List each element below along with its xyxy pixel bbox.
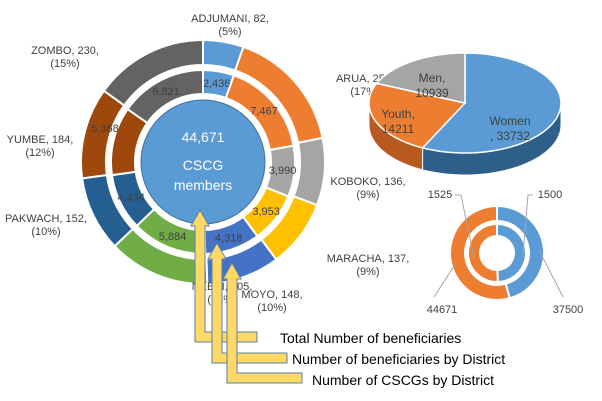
beneficiaries-label-nebbi: 5,884 [159, 231, 187, 243]
center-total: 44,671 [182, 129, 225, 145]
pie-slice-men [375, 52, 466, 104]
beneficiaries-label-koboko: 3,990 [269, 165, 297, 177]
beneficiaries-label-moyo: 4,318 [215, 233, 243, 245]
cscg-segment-zombo [102, 38, 204, 107]
cscg-label-adjumani: ADJUMANI, 82, (5%) [191, 13, 269, 38]
leader-line [433, 262, 457, 298]
pie-slice-youth [368, 82, 467, 149]
small-donut-segment [467, 222, 499, 283]
beneficiaries-label-pakwach: 4,434 [117, 192, 145, 204]
beneficiaries-label-yumbe: 5,368 [91, 123, 119, 135]
leader-line [538, 249, 564, 298]
beneficiaries-label-zombo: 6,821 [152, 86, 180, 98]
small-donut-label-44671: 44671 [427, 304, 458, 316]
cscg-label-zombo: ZOMBO, 230, (15%) [31, 45, 99, 70]
district-donut-chart: ADJUMANI, 82, (5%)ARUA, 251, (17%)KOBOKO, … [5, 13, 409, 314]
leader-line [522, 194, 533, 256]
legend-total: Total Number of beneficiaries [280, 330, 461, 346]
legend-beneficiaries: Number of beneficiaries by District [292, 351, 505, 367]
beneficiaries-label-adjumani: 2,436 [203, 78, 231, 90]
pie-label-men: Men, 10939 [415, 71, 449, 100]
legend-cscgs: Number of CSCGs by District [312, 372, 494, 388]
arrow-beneficiaries [207, 241, 288, 364]
cscg-label-yumbe: YUMBE, 184, (12%) [7, 134, 74, 159]
beneficiaries-segment-zombo [126, 68, 204, 125]
center-label-2: members [174, 177, 232, 193]
cscg-label-maracha: MARACHA, 137, (9%) [327, 253, 410, 278]
legend-arrows [190, 208, 303, 384]
small-donut-chart: 37500 44671 1500 1525 [427, 189, 584, 316]
cscg-label-moyo: MOYO, 148, (10%) [241, 289, 302, 314]
cscg-label-pakwach: PAKWACH, 152, (10%) [5, 213, 87, 238]
arrow-total [190, 208, 258, 343]
cscg-label-koboko: KOBOKO, 136, (9%) [330, 176, 405, 201]
beneficiaries-label-arua: 7,467 [250, 105, 278, 117]
cscg-segment-koboko [292, 136, 326, 207]
small-donut-label-1500: 1500 [538, 189, 562, 201]
small-donut-label-1525: 1525 [428, 189, 452, 201]
center-label-1: CSCG [183, 157, 223, 173]
pie-label-youth: Youth, 14211 [381, 107, 415, 136]
pie-slice-women [421, 52, 562, 154]
leader-line [455, 194, 475, 259]
pie-label-women: Women, 33732 [489, 114, 530, 143]
arrow-cscgs [222, 261, 303, 384]
small-donut-segment [496, 222, 527, 284]
small-donut-segment [449, 204, 511, 301]
small-donut-label-37500: 37500 [553, 304, 584, 316]
beneficiaries-label-maracha: 3,953 [252, 206, 280, 218]
